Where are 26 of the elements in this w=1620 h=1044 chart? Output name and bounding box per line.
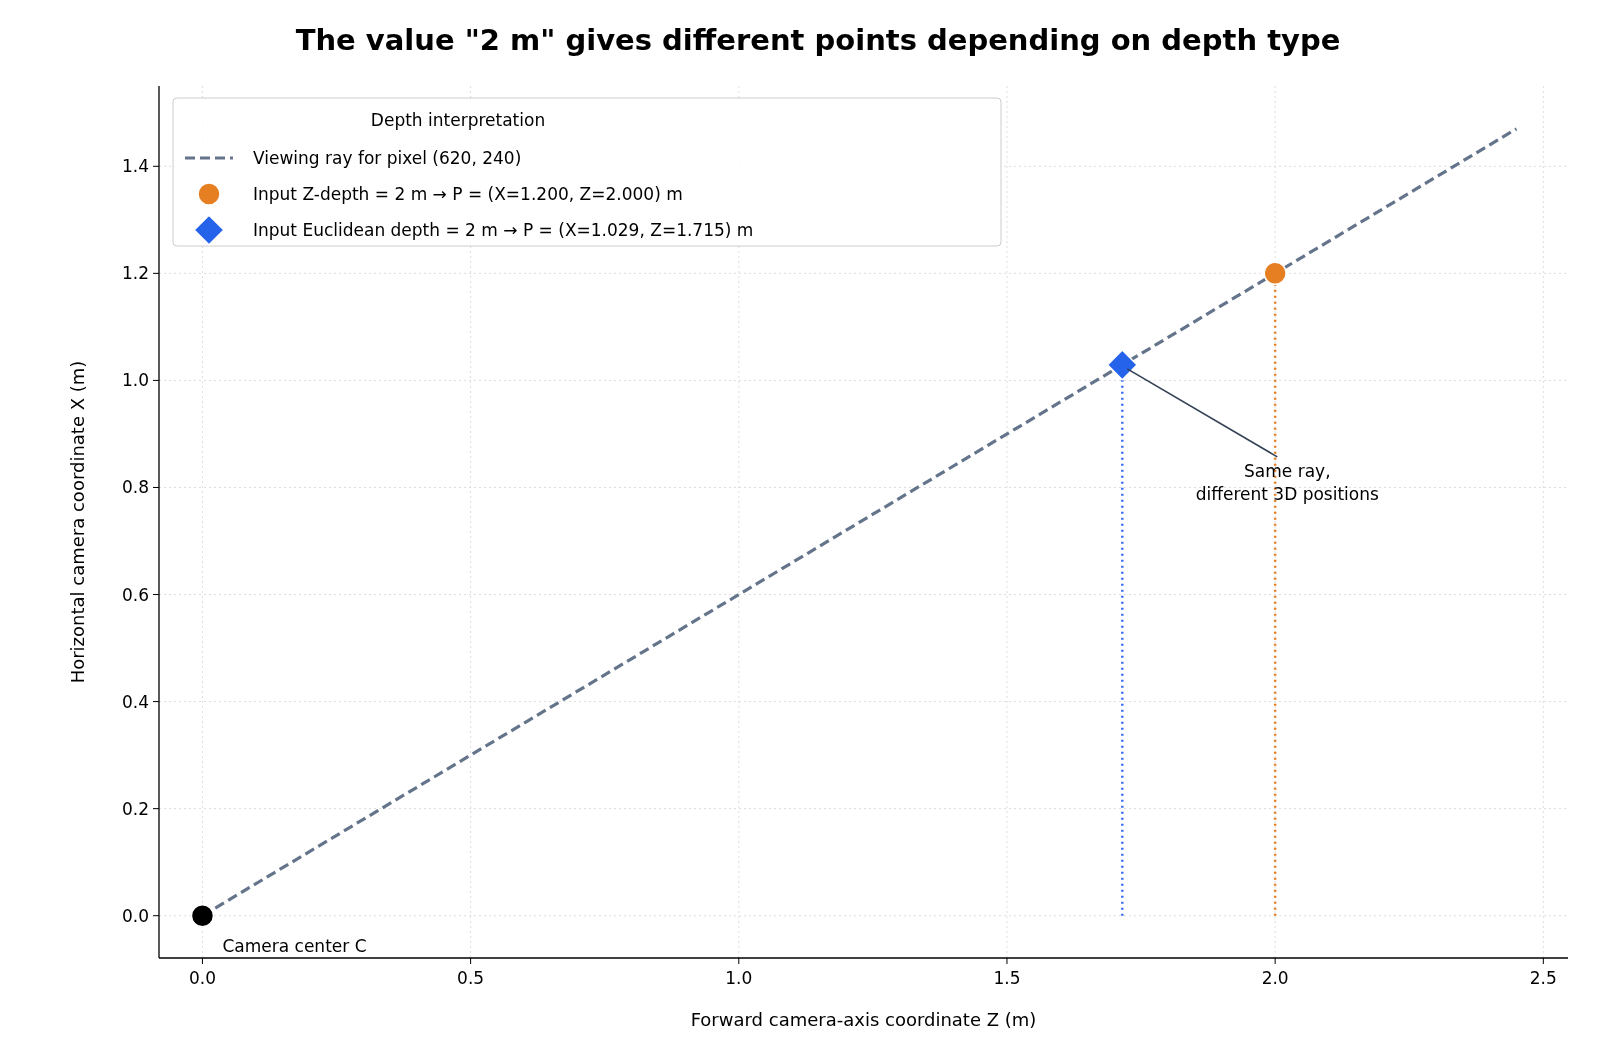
point	[1263, 261, 1287, 286]
legend-label: Viewing ray for pixel (620, 240)	[253, 148, 522, 168]
point	[190, 903, 215, 928]
legend-title: Depth interpretation	[370, 110, 546, 130]
y-tick-label: 1.0	[121, 370, 149, 391]
y-tick-label: 0.0	[121, 905, 149, 926]
annotation: Camera center C	[222, 935, 367, 956]
y-tick-label: 0.8	[121, 477, 149, 498]
x-tick-label: 2.5	[1529, 968, 1557, 988]
x-tick-label: 0.5	[457, 968, 485, 988]
legend-label: Input Z-depth = 2 m → P = (X=1.200, Z=2.000) m	[253, 184, 683, 204]
y-tick-label: 0.4	[121, 691, 149, 712]
annotation: Same ray, different 3D positions	[1195, 460, 1379, 504]
x-axis-title: Forward camera-axis coordinate Z (m)	[690, 1009, 1037, 1030]
y-axis-title: Horizontal camera coordinate X (m)	[67, 360, 88, 684]
y-tick-label: 0.6	[121, 584, 149, 605]
legend-label: Input Euclidean depth = 2 m → P = (X=1.029, Z=1.715) m	[253, 220, 754, 240]
y-tick-label: 1.4	[121, 156, 149, 177]
chart-title: The value "2 m" gives different points depending on depth type	[295, 23, 1341, 57]
x-tick-label: 1.5	[993, 968, 1021, 988]
point	[1106, 349, 1138, 381]
x-tick-label: 0.0	[188, 968, 216, 988]
y-tick-label: 0.2	[121, 798, 149, 819]
y-tick-label: 1.2	[121, 263, 149, 284]
x-tick-label: 1.0	[725, 968, 753, 988]
x-tick-label: 2.0	[1261, 968, 1289, 988]
